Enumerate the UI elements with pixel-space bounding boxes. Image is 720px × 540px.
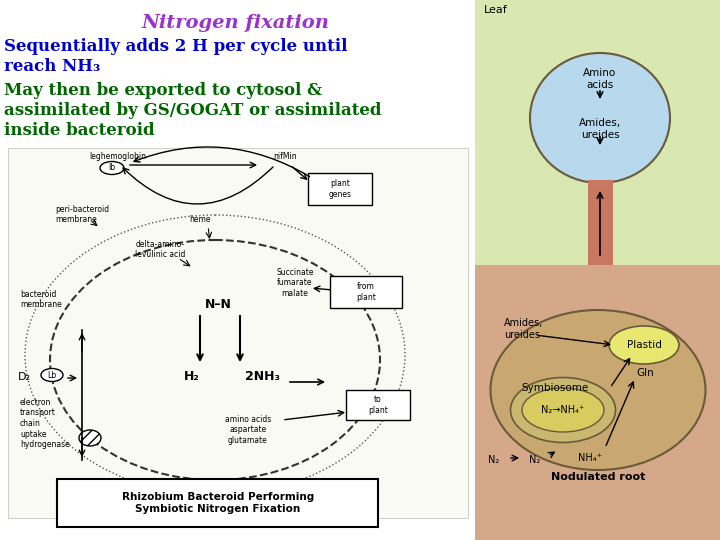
Text: from
plant: from plant (356, 282, 376, 302)
Text: assimilated by GS/GOGAT or assimilated: assimilated by GS/GOGAT or assimilated (4, 102, 382, 119)
Text: Amides,
ureides: Amides, ureides (579, 118, 621, 140)
Text: to
plant: to plant (368, 395, 388, 415)
Text: amino acids
aspartate
glutamate: amino acids aspartate glutamate (225, 415, 271, 445)
Polygon shape (475, 0, 720, 265)
Text: Gln: Gln (636, 368, 654, 378)
Text: Amino
acids: Amino acids (583, 68, 616, 90)
Text: 2NH₃: 2NH₃ (245, 370, 280, 383)
Text: D₂: D₂ (17, 372, 30, 382)
Ellipse shape (41, 368, 63, 381)
Text: inside bacteroid: inside bacteroid (4, 122, 155, 139)
Text: N₂: N₂ (488, 455, 500, 465)
Bar (8, 148, 468, 518)
Text: May then be exported to cytosol &: May then be exported to cytosol & (4, 82, 322, 99)
Text: Leaf: Leaf (484, 5, 508, 15)
Text: Symbiosome: Symbiosome (521, 383, 589, 393)
FancyBboxPatch shape (346, 390, 410, 420)
Text: Nodulated root: Nodulated root (551, 472, 645, 482)
Text: plant
genes: plant genes (328, 179, 351, 199)
Bar (588, 180, 613, 265)
Text: N–N: N–N (204, 298, 231, 311)
Text: Plastid: Plastid (626, 340, 662, 350)
FancyBboxPatch shape (330, 276, 402, 308)
Polygon shape (475, 265, 720, 540)
Text: Succinate
fumarate
malate: Succinate fumarate malate (276, 268, 314, 298)
Text: reach NH₃: reach NH₃ (4, 58, 100, 75)
Ellipse shape (100, 161, 124, 174)
Text: peri-bacteroid
membrane: peri-bacteroid membrane (55, 205, 109, 225)
Text: uptake
hydrogenase: uptake hydrogenase (20, 430, 70, 449)
FancyBboxPatch shape (308, 173, 372, 205)
Text: Amides,
ureides: Amides, ureides (504, 318, 544, 340)
Ellipse shape (490, 310, 706, 470)
Text: delta-amino-
levulinic acid: delta-amino- levulinic acid (135, 240, 185, 259)
Text: Sequentially adds 2 H per cycle until: Sequentially adds 2 H per cycle until (4, 38, 348, 55)
Ellipse shape (530, 53, 670, 183)
Text: Nitrogen fixation: Nitrogen fixation (141, 14, 329, 32)
Text: lb: lb (109, 164, 116, 172)
FancyBboxPatch shape (57, 479, 378, 527)
Text: Rhizobium Bacteroid Performing
Symbiotic Nitrogen Fixation: Rhizobium Bacteroid Performing Symbiotic… (122, 492, 314, 514)
Text: NH₄⁺: NH₄⁺ (578, 453, 602, 463)
Ellipse shape (522, 388, 604, 432)
Ellipse shape (609, 326, 679, 364)
Text: bacteroid
membrane: bacteroid membrane (20, 290, 62, 309)
Text: N₂→NH₄⁺: N₂→NH₄⁺ (541, 405, 585, 415)
Text: leghemoglobin: leghemoglobin (89, 152, 146, 161)
Ellipse shape (79, 430, 101, 446)
Text: Lb: Lb (48, 370, 57, 380)
Text: N₂: N₂ (529, 455, 541, 465)
Ellipse shape (510, 377, 616, 442)
Text: heme: heme (189, 215, 211, 224)
Text: nifMin: nifMin (273, 152, 297, 161)
Text: electron
transport
chain: electron transport chain (20, 398, 56, 428)
Text: H₂: H₂ (184, 370, 200, 383)
